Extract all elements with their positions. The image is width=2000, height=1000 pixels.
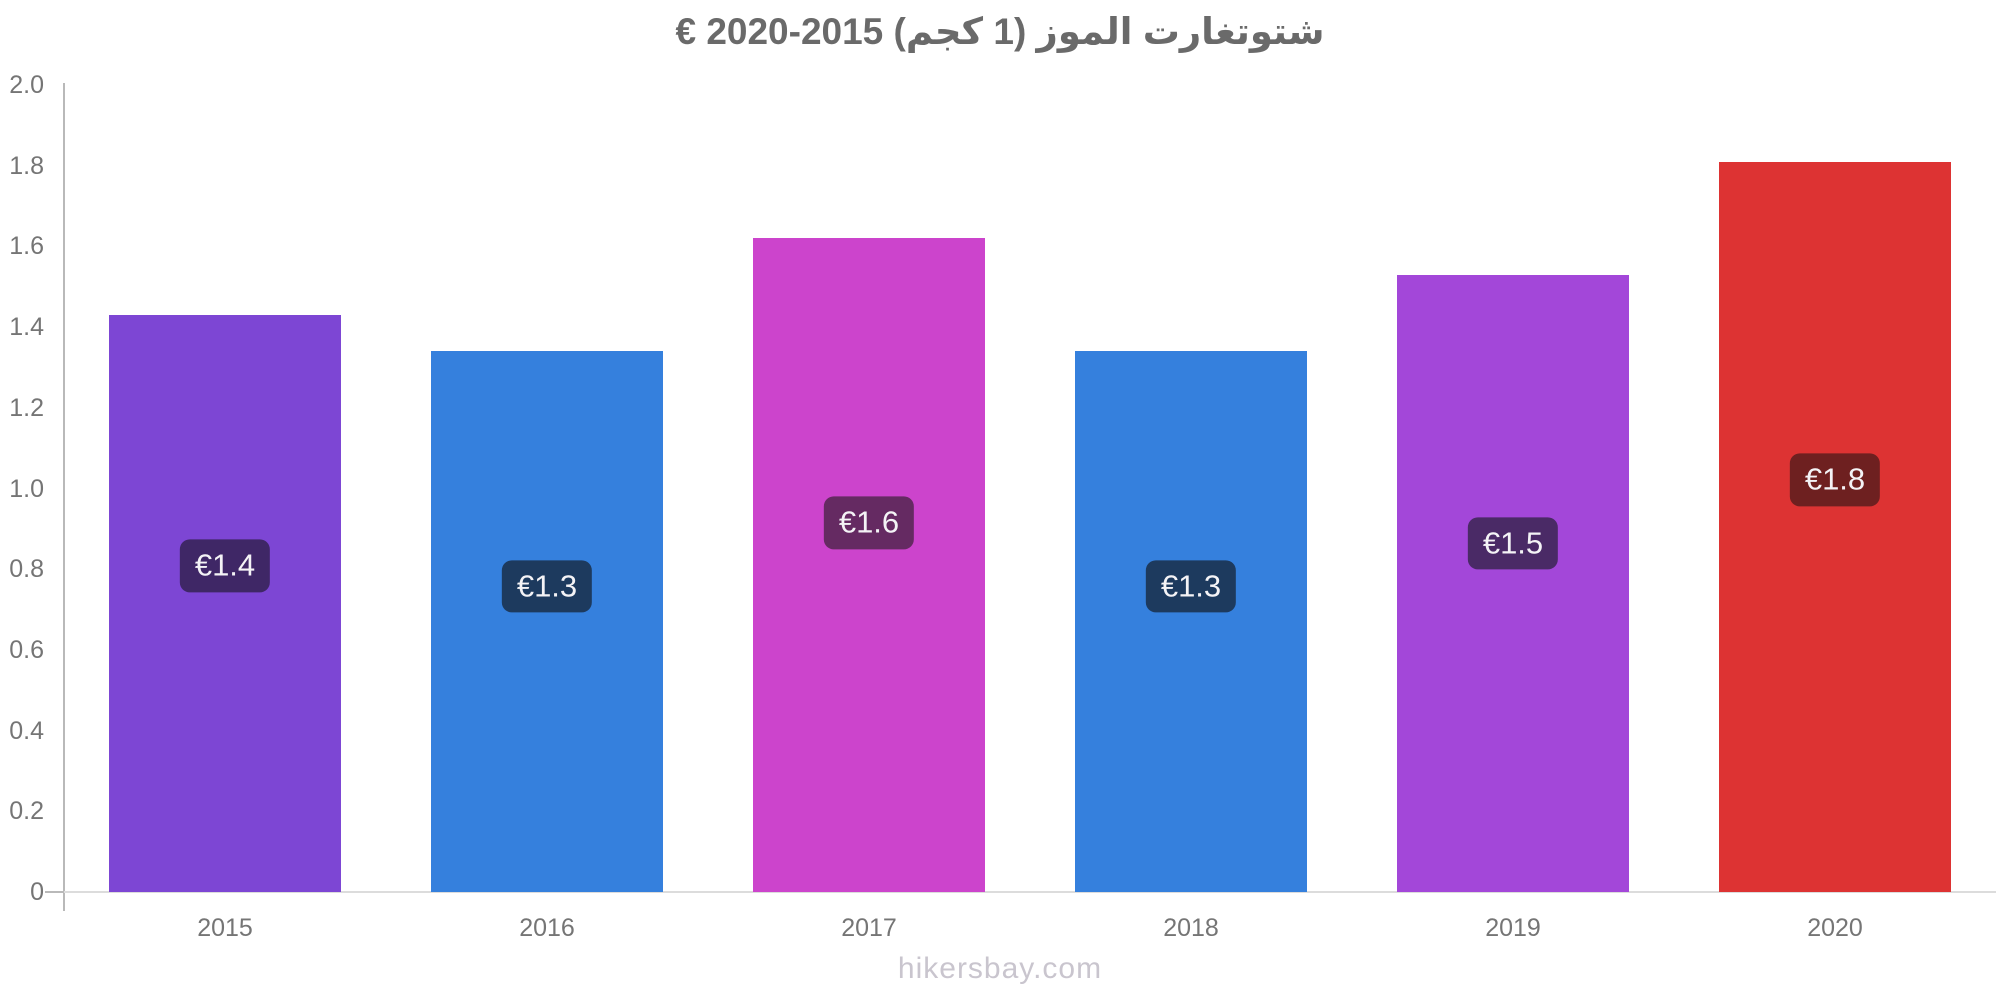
- bar-value-label: €1.3: [1145, 559, 1237, 613]
- bar-value-label: €1.5: [1467, 517, 1559, 570]
- y-axis-tick-label: 0.8: [9, 555, 44, 584]
- x-axis-baseline: [64, 891, 1996, 893]
- x-axis-label-2016: 2016: [519, 914, 575, 942]
- chart-title: شتوتغارت الموز (1 كجم) 2015-2020 €: [675, 11, 1325, 52]
- bar-2020[interactable]: €1.8: [1719, 162, 1951, 892]
- x-axis-label-2018: 2018: [1163, 914, 1219, 942]
- bar-2016[interactable]: €1.3: [431, 351, 663, 892]
- bar-value-label: €1.8: [1789, 453, 1881, 506]
- y-axis-tick-label: 0.4: [9, 716, 44, 745]
- bar-value-label: €1.3: [501, 559, 593, 613]
- x-axis-label-2017: 2017: [841, 914, 897, 942]
- y-axis-line: [63, 83, 65, 911]
- y-axis-zero-tick: [45, 891, 64, 893]
- y-axis-tick-label: 1.2: [9, 393, 44, 422]
- y-axis-tick-label: 0.2: [9, 797, 44, 826]
- bar-value-label: €1.6: [823, 496, 915, 549]
- bar-value-label: €1.4: [179, 539, 271, 593]
- x-axis-label-2020: 2020: [1807, 914, 1863, 942]
- y-axis-tick-label: 1.0: [9, 474, 44, 503]
- y-axis-tick-label: 1.6: [9, 232, 44, 261]
- bar-2015[interactable]: €1.4: [109, 315, 341, 892]
- y-axis-tick-label: 1.4: [9, 313, 44, 342]
- y-axis-tick-label: 2.0: [9, 71, 44, 99]
- x-axis-label-2015: 2015: [197, 914, 253, 942]
- bar-2019[interactable]: €1.5: [1397, 275, 1629, 892]
- y-axis-tick-label: 0: [30, 878, 44, 906]
- bar-2017[interactable]: €1.6: [753, 238, 985, 892]
- y-axis-tick-label: 0.6: [9, 635, 44, 664]
- watermark-text: hikersbay.com: [897, 952, 1103, 985]
- y-axis-tick-label: 1.8: [9, 151, 44, 180]
- x-axis-label-2019: 2019: [1485, 914, 1541, 942]
- bar-2018[interactable]: €1.3: [1075, 351, 1307, 892]
